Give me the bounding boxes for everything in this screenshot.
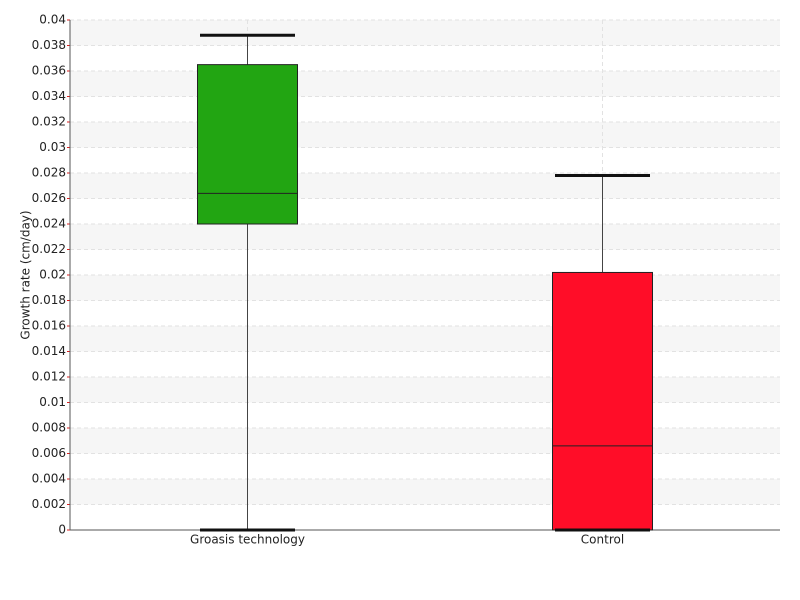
grid-band: [70, 377, 780, 403]
grid-band: [70, 224, 780, 250]
y-tick-label: 0.012: [32, 370, 66, 384]
y-tick-label: 0.024: [32, 217, 66, 231]
y-tick-label: 0.02: [39, 268, 66, 282]
y-tick-label: 0.006: [32, 446, 66, 460]
y-tick-label: 0.014: [32, 344, 66, 358]
y-tick-label: 0.008: [32, 421, 66, 435]
y-tick-label: 0.016: [32, 319, 66, 333]
y-tick-label: 0.034: [32, 89, 66, 103]
y-tick-label: 0.03: [39, 140, 66, 154]
grid-band: [70, 479, 780, 505]
y-tick-label: 0.036: [32, 64, 66, 78]
y-tick-label: 0.004: [32, 472, 66, 486]
grid-band: [70, 20, 780, 46]
grid-band: [70, 173, 780, 199]
y-tick-label: 0.01: [39, 395, 66, 409]
x-tick-label: Groasis technology: [190, 533, 305, 547]
box: [197, 64, 298, 225]
x-tick-label: Control: [581, 533, 624, 547]
grid-band: [70, 326, 780, 352]
grid-band: [70, 275, 780, 301]
grid: [67, 19, 780, 531]
y-tick-label: 0.002: [32, 497, 66, 511]
grid-band: [70, 71, 780, 97]
y-axis-label: Growth rate (cm/day): [19, 210, 33, 339]
box: [552, 271, 653, 531]
grid-bands: [70, 20, 780, 505]
y-tick-label: 0.032: [32, 115, 66, 129]
y-tick-label: 0.018: [32, 293, 66, 307]
grid-band: [70, 122, 780, 148]
y-tick-label: 0.038: [32, 38, 66, 52]
y-tick-label: 0.028: [32, 166, 66, 180]
y-tick-label: 0.022: [32, 242, 66, 256]
y-tick-label: 0.026: [32, 191, 66, 205]
y-tick-label: 0: [58, 523, 66, 537]
grid-band: [70, 428, 780, 454]
y-tick-label: 0.04: [39, 13, 66, 27]
